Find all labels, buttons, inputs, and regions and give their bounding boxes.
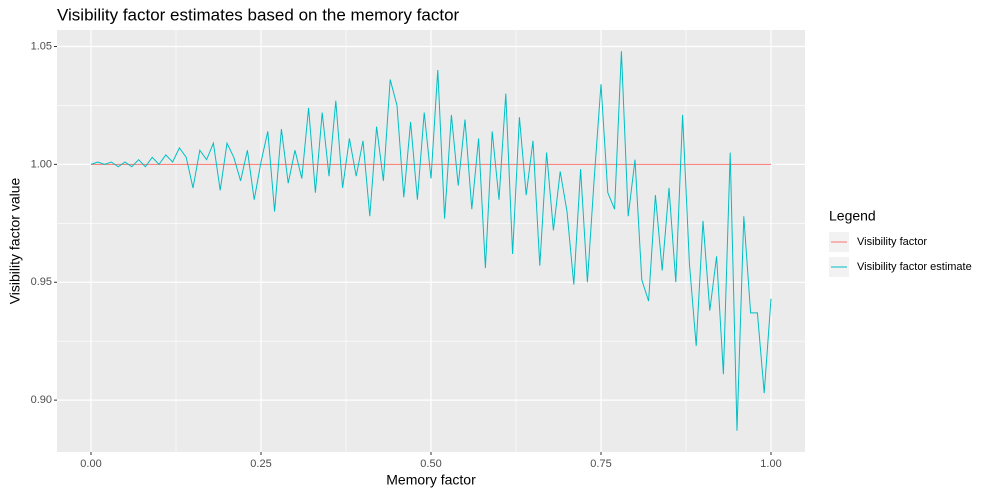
series-line (90, 51, 772, 431)
y-axis-title: Visibility factor value (7, 178, 23, 305)
y-tick-label: 0.95 (31, 276, 52, 288)
legend-label: Visibility factor (857, 236, 927, 248)
y-tick-label: 1.00 (31, 158, 52, 170)
x-tick-label: 0.25 (250, 458, 271, 470)
legend-title: Legend (829, 208, 876, 224)
y-tick-label: 0.90 (31, 394, 52, 406)
x-tick-label: 0.50 (420, 458, 441, 470)
x-tick-label: 0.75 (590, 458, 611, 470)
x-tick-label: 0.00 (80, 458, 101, 470)
chart-title: Visibility factor estimates based on the… (57, 5, 460, 24)
legend-label: Visibility factor estimate (857, 261, 972, 273)
y-tick-label: 1.05 (31, 40, 52, 52)
x-axis-title: Memory factor (386, 472, 476, 488)
x-tick-label: 1.00 (760, 458, 781, 470)
